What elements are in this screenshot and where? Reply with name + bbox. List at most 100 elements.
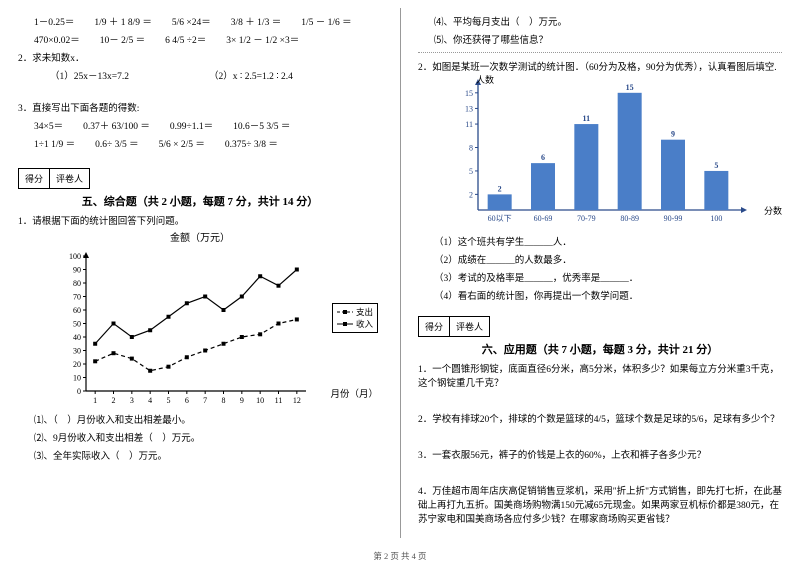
legend-label: 收入 xyxy=(356,318,373,330)
expr: 5/6 ×24＝ xyxy=(172,14,211,28)
expr: 0.375÷ 3/8 ＝ xyxy=(225,136,278,150)
svg-text:50: 50 xyxy=(73,320,81,329)
section-5-title: 五、综合题（共 2 小题，每题 7 分，共计 14 分） xyxy=(18,193,382,209)
svg-text:80: 80 xyxy=(73,279,81,288)
r2: （2）成绩在______的人数最多． xyxy=(434,252,782,266)
legend-row: 支出 xyxy=(337,306,373,318)
svg-text:9: 9 xyxy=(240,396,244,405)
expr: 3× 1/2 － 1/2 ×3＝ xyxy=(226,32,299,46)
score-box: 得分 评卷人 xyxy=(418,316,490,337)
app-q2: 2．学校有排球20个，排球的个数是篮球的4/5，篮球个数是足球的5/6，足球有多… xyxy=(418,411,782,425)
expr: 5/6 × 2/5 ＝ xyxy=(159,136,205,150)
score-box: 得分 评卷人 xyxy=(18,168,90,189)
svg-text:80-89: 80-89 xyxy=(620,214,639,223)
question-2: 2．求未知数x． xyxy=(18,50,382,64)
q2a: （1）25x－13x=7.2 xyxy=(50,68,129,82)
x-axis-label: 分数 xyxy=(764,204,782,217)
svg-text:20: 20 xyxy=(73,360,81,369)
svg-text:11: 11 xyxy=(465,120,473,129)
legend-row: 收入 xyxy=(337,318,373,330)
expr: 0.37＋ 63/100 ＝ xyxy=(83,118,150,132)
svg-text:4: 4 xyxy=(148,396,152,405)
svg-text:2: 2 xyxy=(112,396,116,405)
svg-text:10: 10 xyxy=(73,374,81,383)
svg-text:8: 8 xyxy=(222,396,226,405)
expr: 3/8 ＋ 1/3 ＝ xyxy=(231,14,281,28)
svg-text:9: 9 xyxy=(671,130,675,139)
sub-q2: ⑵、9月份收入和支出相差（ ）万元。 xyxy=(34,430,382,444)
svg-text:2: 2 xyxy=(498,184,502,193)
expr: 10.6－5 3/5 ＝ xyxy=(233,118,290,132)
sub-q5: ⑸、你还获得了哪些信息？ xyxy=(434,32,782,46)
score-label: 得分 xyxy=(19,169,50,188)
expr: 34×5＝ xyxy=(34,118,63,132)
right-column: ⑷、平均每月支出（ ）万元。 ⑸、你还获得了哪些信息？ 2．如图是某班一次数学测… xyxy=(400,0,800,550)
svg-text:6: 6 xyxy=(185,396,189,405)
svg-text:12: 12 xyxy=(293,396,301,405)
svg-text:3: 3 xyxy=(130,396,134,405)
sub-q1: ⑴、（ ）月份收入和支出相差最小。 xyxy=(34,412,382,426)
svg-text:70-79: 70-79 xyxy=(577,214,596,223)
svg-text:60以下: 60以下 xyxy=(488,214,512,223)
math-row-4: 1÷1 1/9 ＝ 0.6÷ 3/5 ＝ 5/6 × 2/5 ＝ 0.375÷ … xyxy=(34,136,382,150)
line-chart: 0102030405060708090100123456789101112 支出… xyxy=(58,248,328,408)
svg-text:13: 13 xyxy=(465,104,473,113)
sub-q4: ⑷、平均每月支出（ ）万元。 xyxy=(434,14,782,28)
expr: 1÷1 1/9 ＝ xyxy=(34,136,75,150)
page-footer: 第 2 页 共 4 页 xyxy=(0,550,800,562)
math-row-1: 1－0.25＝ 1/9 ＋ 1 8/9 ＝ 5/6 ×24＝ 3/8 ＋ 1/3… xyxy=(34,14,382,28)
svg-text:60: 60 xyxy=(73,306,81,315)
svg-text:100: 100 xyxy=(69,252,81,261)
svg-text:2: 2 xyxy=(469,190,473,199)
expr: 0.6÷ 3/5 ＝ xyxy=(95,136,138,150)
math-row-3: 34×5＝ 0.37＋ 63/100 ＝ 0.99÷1.1＝ 10.6－5 3/… xyxy=(34,118,382,132)
expr: 1－0.25＝ xyxy=(34,14,74,28)
svg-text:60-69: 60-69 xyxy=(534,214,553,223)
sub-q3: ⑶、全年实际收入（ ）万元。 xyxy=(34,448,382,462)
expr: 1/9 ＋ 1 8/9 ＝ xyxy=(94,14,152,28)
grader-label: 评卷人 xyxy=(50,169,89,188)
svg-text:5: 5 xyxy=(714,161,718,170)
svg-text:30: 30 xyxy=(73,347,81,356)
svg-text:40: 40 xyxy=(73,333,81,342)
r3: （3）考试的及格率是______，优秀率是______． xyxy=(434,270,782,284)
svg-text:11: 11 xyxy=(583,114,591,123)
svg-text:8: 8 xyxy=(469,144,473,153)
line-chart-svg: 0102030405060708090100123456789101112 xyxy=(58,248,328,408)
expr: 470×0.02＝ xyxy=(34,32,80,46)
svg-text:6: 6 xyxy=(541,153,545,162)
app-q4: 4．万佳超市周年店庆高促销销售豆浆机，采用"折上折"方式销售，即先打七折，在此基… xyxy=(418,483,782,525)
section-6-title: 六、应用题（共 7 小题，每题 3 分，共计 21 分） xyxy=(418,341,782,357)
expr: 10－ 2/5 ＝ xyxy=(100,32,145,46)
svg-text:5: 5 xyxy=(469,167,473,176)
svg-text:0: 0 xyxy=(77,387,81,396)
svg-text:7: 7 xyxy=(203,396,207,405)
y-axis-label: 人数 xyxy=(476,73,494,86)
svg-text:100: 100 xyxy=(710,214,722,223)
expr: 1/5 － 1/6 ＝ xyxy=(301,14,351,28)
q2-subs: （1）25x－13x=7.2 （2）x ∶ 2.5=1.2 ∶ 2.4 xyxy=(34,68,382,82)
app-q3: 3．一套衣服56元，裤子的价钱是上衣的60%，上衣和裤子各多少元？ xyxy=(418,447,782,461)
svg-text:90-99: 90-99 xyxy=(664,214,683,223)
math-row-2: 470×0.02＝ 10－ 2/5 ＝ 6 4/5 ÷2＝ 3× 1/2 － 1… xyxy=(34,32,382,46)
score-label: 得分 xyxy=(419,317,450,336)
bar-chart: 人数 2 5 8 11 13 15 2 60以下 6 60-69 11 70-79 15 80-89 9 90… xyxy=(448,75,758,230)
svg-text:5: 5 xyxy=(167,396,171,405)
grader-label: 评卷人 xyxy=(450,317,489,336)
question-3: 3．直接写出下面各题的得数: xyxy=(18,100,382,114)
expr: 0.99÷1.1＝ xyxy=(170,118,213,132)
app-q1: 1．一个圆锥形钢锭，底面直径6分米，高5分米，体积多少？如果每立方分米重3千克，… xyxy=(418,361,782,389)
x-axis-label: 月份（月） xyxy=(330,386,378,400)
svg-text:70: 70 xyxy=(73,293,81,302)
r1: （1）这个班共有学生______人． xyxy=(434,234,782,248)
legend-box: 支出 收入 xyxy=(332,303,378,333)
q5-1: 1．请根据下面的统计图回答下列问题。 xyxy=(18,213,382,227)
left-column: 1－0.25＝ 1/9 ＋ 1 8/9 ＝ 5/6 ×24＝ 3/8 ＋ 1/3… xyxy=(0,0,400,550)
r4: （4）看右面的统计图，你再提出一个数学问题． xyxy=(434,288,782,302)
right-q2: 2．如图是某班一次数学测试的统计图．（60分为及格，90分为优秀），认真看图后填… xyxy=(418,59,782,73)
svg-text:11: 11 xyxy=(275,396,283,405)
svg-text:15: 15 xyxy=(465,89,473,98)
q2b: （2）x ∶ 2.5=1.2 ∶ 2.4 xyxy=(209,68,293,82)
bar-chart-svg: 2 5 8 11 13 15 2 60以下 6 60-69 11 70-79 15 80-89 9 90-99… xyxy=(448,75,758,230)
svg-text:15: 15 xyxy=(626,83,634,92)
